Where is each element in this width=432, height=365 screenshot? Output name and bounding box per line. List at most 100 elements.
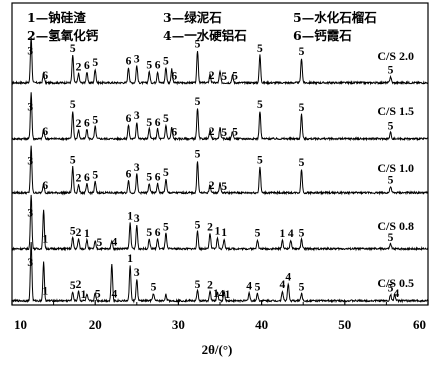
x-tick-label: 50 bbox=[338, 317, 351, 332]
peak-label: 3 bbox=[27, 102, 33, 114]
peak-label: 5 bbox=[92, 170, 98, 182]
peak-label: 6 bbox=[155, 60, 161, 72]
peak-label: 3 bbox=[27, 257, 33, 269]
x-tick-label: 60 bbox=[413, 317, 426, 332]
peak-label: 6 bbox=[126, 168, 132, 180]
peak-label: 5 bbox=[195, 219, 201, 231]
series-line bbox=[11, 36, 429, 86]
peak-label: 2 bbox=[209, 126, 215, 138]
peak-label: 5 bbox=[96, 237, 102, 249]
peak-label: 2 bbox=[76, 279, 82, 291]
peak-label: 3 bbox=[134, 267, 140, 279]
peak-label: 6 bbox=[84, 172, 90, 184]
series-name-label: C/S 0.5 bbox=[377, 276, 414, 290]
peak-label: 2 bbox=[76, 173, 82, 185]
peak-label: 6 bbox=[155, 171, 161, 183]
peak-label: 5 bbox=[388, 121, 394, 133]
peak-label: 3 bbox=[134, 110, 140, 122]
peak-label: 5 bbox=[388, 175, 394, 187]
peak-label: 4 bbox=[246, 281, 252, 293]
peak-label: 1 bbox=[221, 227, 227, 239]
peak-label: 5 bbox=[195, 279, 201, 291]
x-tick-label: 40 bbox=[255, 317, 268, 332]
peak-label: 5 bbox=[388, 232, 394, 244]
peak-label: 1 bbox=[127, 253, 133, 265]
peak-label: 4 bbox=[111, 289, 117, 301]
peak-label: 5 bbox=[70, 155, 76, 167]
peak-label: 6 bbox=[42, 70, 48, 82]
peak-label: 1 bbox=[84, 228, 90, 240]
series-line bbox=[11, 241, 429, 304]
peak-label: 3 bbox=[134, 162, 140, 174]
peak-label: 5 bbox=[299, 102, 305, 114]
x-tick-label: 30 bbox=[172, 317, 185, 332]
peak-label: 5 bbox=[70, 43, 76, 55]
x-tick-label: 20 bbox=[89, 317, 102, 332]
peak-label: 1 bbox=[42, 286, 48, 298]
peak-label: 5 bbox=[163, 113, 169, 125]
peak-label: 5 bbox=[70, 226, 76, 238]
peak-label: 5 bbox=[221, 181, 227, 193]
series-line bbox=[11, 145, 429, 196]
peak-label: 4 bbox=[219, 289, 225, 301]
peak-label: 5 bbox=[146, 227, 152, 239]
peak-label: 3 bbox=[27, 207, 33, 219]
peak-label: 6 bbox=[126, 55, 132, 67]
x-axis-title: 2θ/(°) bbox=[202, 342, 233, 357]
peak-label: 6 bbox=[42, 180, 48, 192]
peak-label: 2 bbox=[209, 70, 215, 82]
legend-entry-6: 6—钙霞石 bbox=[293, 28, 352, 43]
peak-label: 5 bbox=[221, 127, 227, 139]
legend-entry-3: 3—绿泥石 bbox=[163, 10, 222, 25]
peak-label: 6 bbox=[42, 126, 48, 138]
peak-label: 2 bbox=[76, 61, 82, 73]
peak-label: 2 bbox=[207, 279, 213, 291]
peak-label: 6 bbox=[171, 127, 177, 139]
legend: 1—钠硅渣 2—氢氧化钙 3—绿泥石 4—一水硬铝石 5—水化石榴石 6—钙霞石 bbox=[27, 10, 377, 43]
peak-label: 6 bbox=[171, 71, 177, 83]
peak-label: 5 bbox=[232, 71, 238, 83]
peak-label: 5 bbox=[257, 155, 263, 167]
peak-label: 5 bbox=[146, 171, 152, 183]
peak-label: 5 bbox=[163, 221, 169, 233]
peak-label: 5 bbox=[299, 46, 305, 58]
peak-label: 5 bbox=[255, 281, 261, 293]
peak-label: 5 bbox=[257, 43, 263, 55]
peak-label: 1 bbox=[127, 211, 133, 223]
peak-label: 6 bbox=[155, 227, 161, 239]
peak-label: 1 bbox=[225, 289, 231, 301]
peak-label: 5 bbox=[388, 65, 394, 77]
legend-entry-5: 5—水化石榴石 bbox=[293, 10, 377, 25]
peak-label: 1 bbox=[42, 234, 48, 246]
series-line bbox=[11, 194, 429, 252]
peak-label: 5 bbox=[299, 227, 305, 239]
series-name-label: C/S 1.0 bbox=[377, 161, 414, 175]
peak-label: 2 bbox=[209, 180, 215, 192]
peak-label: 1 bbox=[280, 228, 286, 240]
peak-label: 4 bbox=[111, 237, 117, 249]
legend-entry-4: 4—一水硬铝石 bbox=[163, 28, 247, 43]
peak-label: 6 bbox=[155, 117, 161, 129]
peak-label: 6 bbox=[84, 117, 90, 129]
peak-label: 4 bbox=[288, 228, 294, 240]
x-axis: 10 20 30 40 50 60 bbox=[11, 300, 429, 332]
peak-label: 2 bbox=[76, 118, 82, 130]
x-tick-label: 10 bbox=[14, 317, 27, 332]
peak-label: 5 bbox=[257, 99, 263, 111]
peak-label: 3 bbox=[134, 53, 140, 65]
peak-label: 4 bbox=[280, 279, 286, 291]
peak-label: 5 bbox=[221, 71, 227, 83]
peak-label: 5 bbox=[146, 60, 152, 72]
legend-entry-2: 2—氢氧化钙 bbox=[27, 28, 99, 43]
peak-label: 6 bbox=[126, 113, 132, 125]
peak-label: 3 bbox=[27, 156, 33, 168]
peak-label: 2 bbox=[76, 227, 82, 239]
peak-label: 5 bbox=[299, 281, 305, 293]
peak-label: 1 bbox=[213, 288, 219, 300]
